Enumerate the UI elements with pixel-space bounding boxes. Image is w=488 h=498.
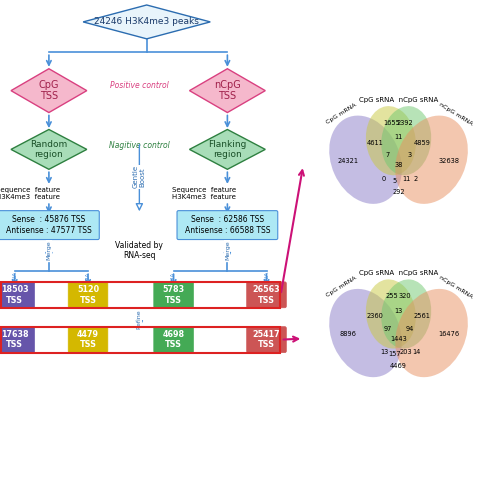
Text: Merge: Merge — [224, 241, 229, 260]
Text: 24321: 24321 — [337, 158, 358, 164]
Text: Validated by
RNA-seq: Validated by RNA-seq — [115, 241, 163, 260]
Text: nCpG mRNA: nCpG mRNA — [437, 275, 472, 299]
Text: CpG sRNA  nCpG sRNA: CpG sRNA nCpG sRNA — [358, 97, 437, 103]
Bar — [1, 282, 280, 308]
Text: 1655: 1655 — [383, 120, 400, 126]
Text: sRNA: sRNA — [171, 271, 176, 288]
FancyBboxPatch shape — [153, 327, 193, 353]
Text: 5120
TSS: 5120 TSS — [77, 285, 99, 304]
Ellipse shape — [328, 289, 401, 377]
Text: CpG mRNA: CpG mRNA — [325, 103, 357, 125]
Text: 94: 94 — [405, 326, 413, 332]
Text: 203: 203 — [399, 349, 412, 355]
Bar — [1, 327, 280, 353]
Text: 2: 2 — [413, 176, 417, 182]
Text: 13: 13 — [394, 308, 402, 314]
Text: 5783
TSS: 5783 TSS — [162, 285, 184, 304]
Text: CpG
TSS: CpG TSS — [39, 80, 59, 102]
Text: nCpG
TSS: nCpG TSS — [214, 80, 240, 102]
Text: 13: 13 — [379, 349, 387, 355]
Text: nCpG mRNA: nCpG mRNA — [437, 102, 472, 126]
Text: 4859: 4859 — [412, 140, 429, 146]
Text: CpG mRNA: CpG mRNA — [325, 276, 357, 298]
Text: Gentle
Boost: Gentle Boost — [133, 165, 145, 188]
Text: Merge: Merge — [46, 241, 51, 260]
Polygon shape — [11, 129, 87, 169]
Text: Sense  : 45876 TSS
Antisense : 47577 TSS: Sense : 45876 TSS Antisense : 47577 TSS — [6, 216, 92, 235]
Text: 26563
TSS: 26563 TSS — [252, 285, 280, 304]
Text: Flanking
region: Flanking region — [208, 140, 246, 159]
Text: 11: 11 — [401, 176, 409, 182]
Text: Refine: Refine — [137, 309, 142, 329]
Text: 292: 292 — [391, 189, 404, 195]
Text: 1443: 1443 — [389, 336, 406, 342]
Text: 255: 255 — [385, 293, 398, 299]
FancyBboxPatch shape — [246, 327, 286, 353]
FancyBboxPatch shape — [153, 282, 193, 308]
Text: 24246 H3K4me3 peaks: 24246 H3K4me3 peaks — [94, 17, 199, 26]
Ellipse shape — [381, 106, 430, 175]
Text: Positive control: Positive control — [110, 81, 168, 90]
Ellipse shape — [381, 279, 430, 349]
Text: 2360: 2360 — [366, 313, 383, 319]
Text: 7: 7 — [385, 152, 389, 158]
Text: Nagitive control: Nagitive control — [109, 141, 169, 150]
Text: 14: 14 — [411, 349, 420, 355]
FancyBboxPatch shape — [0, 211, 99, 240]
Text: sRNA: sRNA — [85, 271, 90, 288]
Text: Sequence  feature
H3K4me3  feature: Sequence feature H3K4me3 feature — [172, 187, 236, 200]
FancyBboxPatch shape — [0, 327, 34, 353]
Text: 32638: 32638 — [438, 158, 459, 164]
Polygon shape — [189, 129, 264, 169]
Text: 4469: 4469 — [389, 363, 406, 369]
Ellipse shape — [394, 116, 467, 204]
Text: 3: 3 — [407, 152, 411, 158]
Text: 97: 97 — [383, 326, 391, 332]
Ellipse shape — [328, 116, 401, 204]
FancyBboxPatch shape — [0, 282, 34, 308]
Text: CpG sRNA  nCpG sRNA: CpG sRNA nCpG sRNA — [358, 270, 437, 276]
Text: 38: 38 — [393, 162, 402, 168]
FancyBboxPatch shape — [68, 327, 107, 353]
FancyBboxPatch shape — [246, 282, 286, 308]
Text: 0: 0 — [381, 176, 386, 182]
FancyBboxPatch shape — [68, 282, 107, 308]
Text: 5: 5 — [391, 178, 395, 184]
Text: 8896: 8896 — [339, 331, 356, 337]
Text: 2392: 2392 — [396, 120, 413, 126]
Text: 25417
TSS: 25417 TSS — [252, 330, 280, 349]
Polygon shape — [83, 5, 210, 39]
Text: 2561: 2561 — [412, 313, 429, 319]
Text: mRNA: mRNA — [12, 270, 17, 289]
Text: Sense  : 62586 TSS
Antisense : 66588 TSS: Sense : 62586 TSS Antisense : 66588 TSS — [184, 216, 269, 235]
Text: 4611: 4611 — [366, 140, 383, 146]
Text: 320: 320 — [398, 293, 410, 299]
Text: 16476: 16476 — [438, 331, 459, 337]
Text: 4479
TSS: 4479 TSS — [77, 330, 99, 349]
Polygon shape — [189, 69, 264, 113]
Text: mRNA: mRNA — [264, 270, 268, 289]
Ellipse shape — [365, 106, 415, 175]
FancyBboxPatch shape — [177, 211, 277, 240]
Polygon shape — [11, 69, 87, 113]
Text: Random
region: Random region — [30, 140, 67, 159]
Text: 157: 157 — [387, 351, 400, 358]
Text: 11: 11 — [394, 134, 402, 140]
Text: Sequence  feature
H3K4me3  feature: Sequence feature H3K4me3 feature — [0, 187, 61, 200]
Ellipse shape — [365, 279, 415, 349]
Text: 18503
TSS: 18503 TSS — [1, 285, 28, 304]
Text: 4698
TSS: 4698 TSS — [162, 330, 184, 349]
Ellipse shape — [394, 289, 467, 377]
Text: 17638
TSS: 17638 TSS — [1, 330, 28, 349]
